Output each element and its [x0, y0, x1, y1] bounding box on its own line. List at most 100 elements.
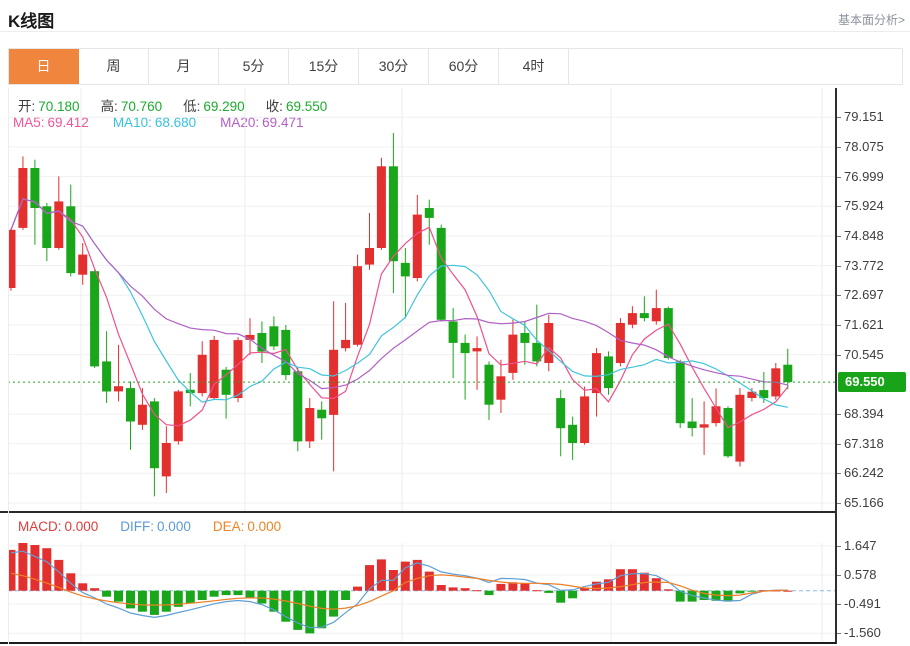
macd-hist-bar	[651, 578, 661, 591]
candle-body	[245, 334, 255, 340]
candle-body	[723, 408, 733, 457]
title-divider	[0, 31, 910, 32]
macd-hist-bar	[365, 565, 374, 591]
candle-body	[747, 391, 757, 398]
candle-body	[496, 376, 506, 400]
macd-hist-bar	[735, 590, 745, 594]
tab-15分[interactable]: 15分	[289, 49, 359, 84]
macd-item: MACD: 0.000	[18, 519, 99, 534]
candle-body	[651, 308, 661, 322]
macd-hist-bar	[90, 588, 100, 591]
ohlc-item: 开: 70.180	[18, 99, 80, 114]
macd-hist-bar	[329, 590, 339, 617]
macd-hist-bar	[102, 590, 112, 597]
candle-body	[759, 390, 769, 399]
axis-label: 72.697	[844, 287, 884, 303]
axis-label: 1.647	[844, 537, 877, 553]
candlestick-chart[interactable]	[8, 88, 835, 512]
axis-tick	[836, 473, 841, 475]
macd-hist-bar	[245, 590, 255, 599]
candle-body	[126, 388, 135, 422]
macd-hist-bar	[508, 582, 518, 591]
tab-周[interactable]: 周	[79, 49, 149, 84]
ma-item: MA20: 69.471	[220, 115, 304, 130]
macd-hist-bar	[604, 579, 613, 591]
tab-60分[interactable]: 60分	[429, 49, 499, 84]
axis-tick	[836, 235, 841, 237]
candle-body	[604, 356, 613, 389]
candle-body	[532, 342, 542, 362]
tab-月[interactable]: 月	[149, 49, 219, 84]
chart-left-border	[8, 88, 9, 644]
candle-body	[66, 206, 76, 274]
macd-chart[interactable]	[8, 543, 835, 644]
axis-tick	[836, 295, 841, 297]
macd-hist-bar	[54, 559, 64, 591]
tab-5分[interactable]: 5分	[219, 49, 289, 84]
candle-body	[114, 386, 123, 392]
candle-body	[424, 208, 434, 218]
macd-hist-bar	[496, 583, 506, 591]
macd-hist-bar	[18, 543, 28, 591]
candle-body	[353, 266, 362, 345]
macd-hist-bar	[137, 590, 147, 612]
candle-body	[90, 271, 100, 367]
axis-label: 71.621	[844, 316, 884, 332]
diff-line	[10, 550, 788, 629]
candle-body	[448, 321, 458, 343]
candle-body	[305, 408, 315, 442]
candle-body	[520, 333, 530, 343]
candle-body	[484, 364, 494, 405]
candle-body	[54, 201, 64, 248]
candle-body	[460, 342, 470, 354]
ohlc-item: 收: 69.550	[265, 99, 328, 114]
axis-label: 67.318	[844, 435, 884, 451]
macd-hist-bar	[412, 559, 422, 591]
chart-bottom-border	[0, 642, 836, 644]
macd-hist-bar	[233, 590, 243, 596]
macd-hist-bar	[436, 585, 446, 591]
macd-hist-bar	[317, 590, 327, 629]
candle-body	[173, 391, 183, 442]
tab-30分[interactable]: 30分	[359, 49, 429, 84]
ma20-line	[10, 198, 788, 390]
axis-label: -0.491	[844, 596, 881, 612]
macd-hist-bar	[615, 569, 625, 591]
macd-axis: 1.647 0.578 -0.491 -1.560	[836, 538, 910, 644]
current-price-badge: 69.550	[838, 372, 906, 393]
candle-body	[102, 361, 112, 392]
candle-body	[400, 262, 410, 277]
macd-hist-bar	[783, 590, 793, 592]
candle-body	[30, 168, 40, 208]
candle-body	[472, 348, 482, 352]
macd-hist-bar	[556, 590, 566, 603]
ohlc-item: 高: 70.760	[100, 99, 163, 114]
tab-4时[interactable]: 4时	[499, 49, 569, 84]
tab-日[interactable]: 日	[9, 49, 79, 84]
macd-hist-bar	[185, 590, 195, 604]
ohlc-legend: 开: 70.180 高: 70.760 低: 69.290 收: 69.550	[18, 95, 327, 115]
fundamental-analysis-link[interactable]: 基本面分析>	[837, 13, 905, 27]
axis-label: 65.166	[844, 495, 884, 510]
axis-tick	[836, 265, 841, 267]
candle-body	[42, 206, 52, 248]
macd-hist-bar	[257, 590, 267, 604]
candle-body	[365, 248, 374, 265]
axis-tick	[836, 633, 841, 635]
macd-hist-bar	[114, 590, 123, 602]
candle-body	[627, 313, 637, 325]
macd-hist-bar	[544, 590, 554, 593]
macd-hist-bar	[197, 590, 207, 600]
candle-body	[137, 404, 147, 425]
macd-hist-bar	[269, 590, 279, 612]
price-axis: 79.151 78.075 76.999 75.924 74.848 73.772 72.6…	[836, 88, 910, 512]
ma-item: MA10: 68.680	[112, 115, 197, 130]
candle-body	[257, 333, 267, 352]
candle-body	[699, 424, 709, 428]
macd-hist-bar	[400, 561, 410, 591]
macd-hist-bar	[520, 583, 530, 591]
candle-body	[149, 401, 159, 469]
macd-hist-bar	[711, 590, 721, 601]
candle-body	[221, 369, 231, 395]
axis-tick	[836, 443, 841, 445]
